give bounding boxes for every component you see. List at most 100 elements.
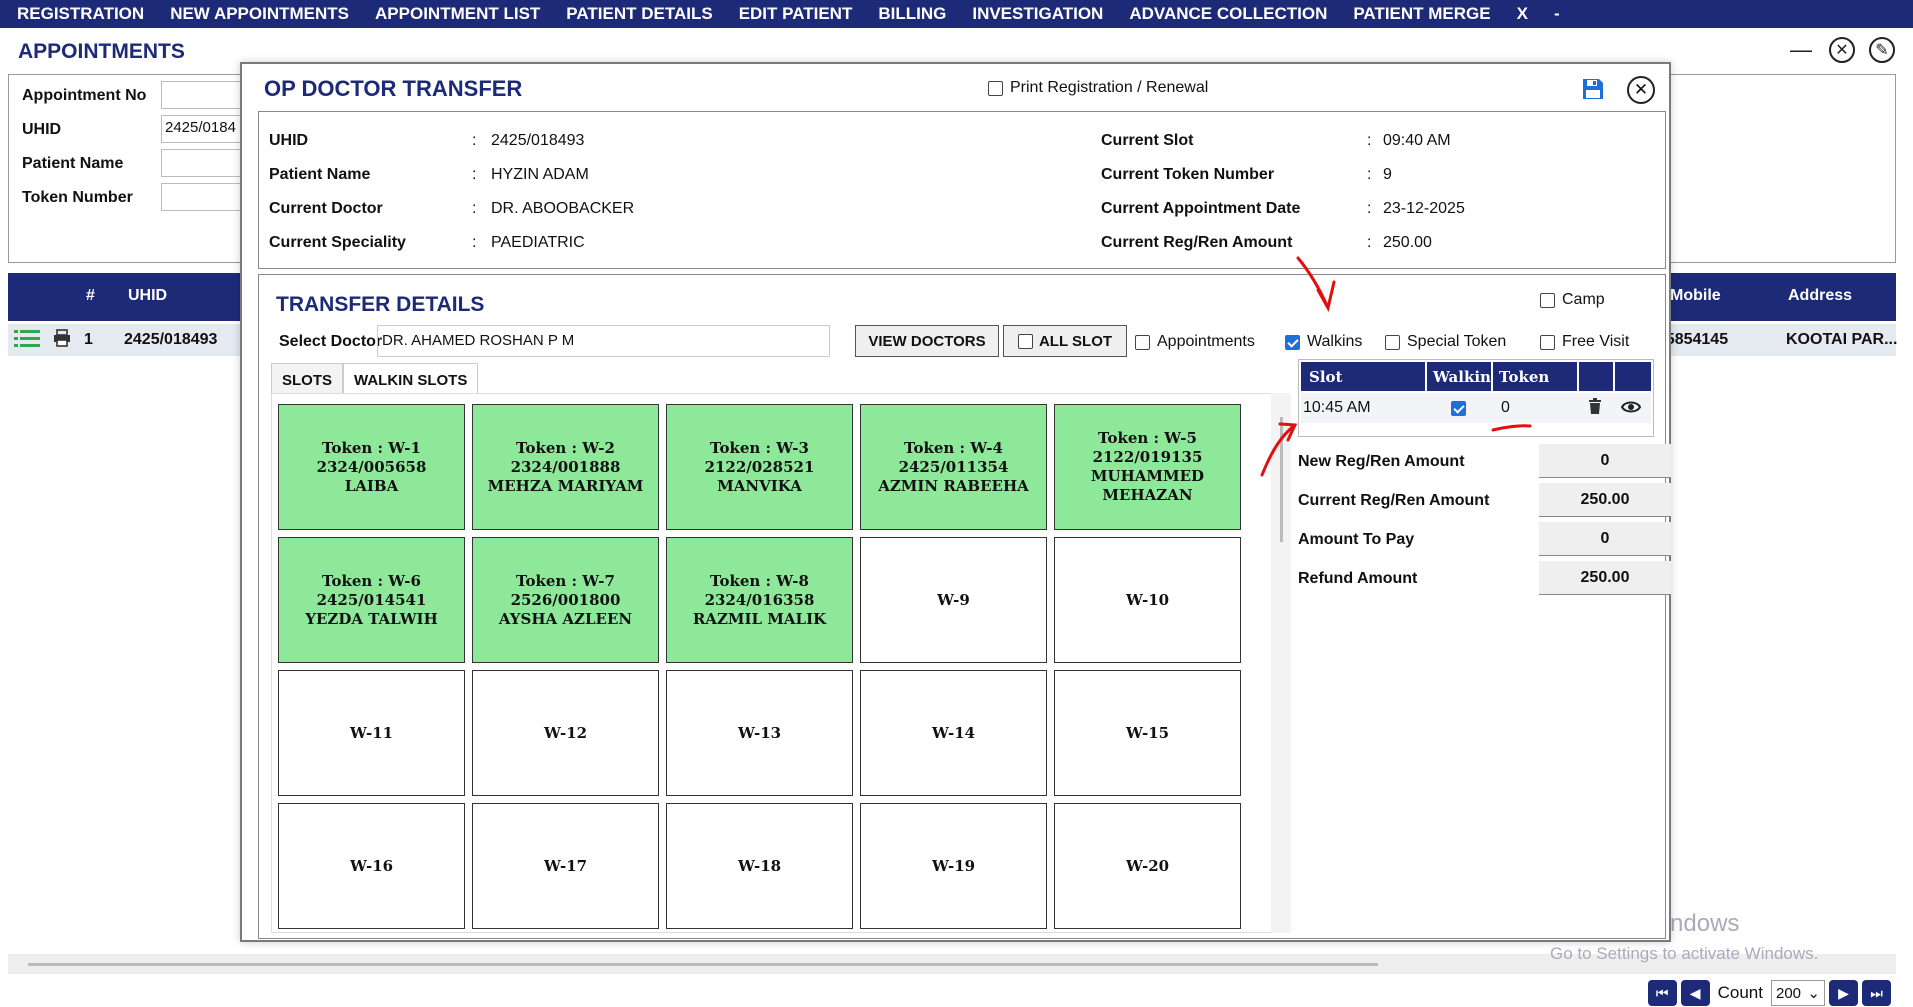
- menu-registration[interactable]: REGISTRATION: [17, 4, 145, 23]
- current-slot-value: 09:40 AM: [1383, 132, 1451, 149]
- walkins-checkbox[interactable]: Walkins: [1285, 333, 1362, 351]
- token-value[interactable]: 0: [1501, 399, 1510, 416]
- refund-amount-value: 250.00: [1539, 561, 1671, 595]
- close-icon[interactable]: ✕: [1627, 76, 1655, 104]
- walkin-slot-tile[interactable]: W-17: [472, 803, 659, 929]
- walkin-slot-tile[interactable]: W-12: [472, 670, 659, 796]
- menu-advance-collection[interactable]: ADVANCE COLLECTION: [1129, 4, 1328, 23]
- all-slot-button[interactable]: ALL SLOT: [1003, 325, 1127, 357]
- trash-icon[interactable]: [1588, 398, 1602, 419]
- menu-close[interactable]: X: [1516, 4, 1528, 23]
- list-icon[interactable]: [14, 328, 40, 355]
- walkin-slot-tile[interactable]: W-9: [860, 537, 1047, 663]
- selected-slot-table: Slot Walkin Token 10:45 AM 0: [1298, 359, 1654, 437]
- menu-appointment-list[interactable]: APPOINTMENT LIST: [375, 4, 541, 23]
- checkbox-box[interactable]: [1451, 401, 1466, 416]
- walkin-slot-tile[interactable]: W-18: [666, 803, 853, 929]
- tab-slots[interactable]: SLOTS: [271, 363, 344, 393]
- walkin-slot-tile[interactable]: Token : W-6 2425/014541 YEZDA TALWIH: [278, 537, 465, 663]
- slot-uhid: 2122/019135: [1092, 448, 1203, 466]
- slot-name: MUHAMMED MEHAZAN: [1090, 467, 1205, 504]
- slot-uhid: 2122/028521: [704, 457, 815, 476]
- walkin-slot-tile[interactable]: Token : W-1 2324/005658 LAIBA: [278, 404, 465, 530]
- prev-page-icon[interactable]: ◀: [1680, 980, 1710, 1006]
- checkbox-box[interactable]: [988, 80, 1003, 96]
- walkin-slot-tile[interactable]: W-16: [278, 803, 465, 929]
- close-icon[interactable]: ✕: [1829, 37, 1855, 63]
- next-page-icon[interactable]: ▶: [1829, 980, 1858, 1006]
- slot-token: Token : W-5: [1098, 429, 1197, 447]
- menu-investigation[interactable]: INVESTIGATION: [972, 4, 1104, 23]
- walkin-checkbox[interactable]: [1451, 401, 1466, 421]
- walkin-slot-tile[interactable]: W-15: [1054, 670, 1241, 796]
- amount-to-pay-label: Amount To Pay: [1298, 531, 1415, 548]
- horizontal-scrollbar[interactable]: [8, 954, 1896, 974]
- checkbox-box[interactable]: [1385, 334, 1400, 350]
- special-token-label: Special Token: [1407, 333, 1507, 350]
- slot-token: Token : W-1: [322, 438, 421, 457]
- walkin-slot-tile[interactable]: Token : W-5 2122/019135 MUHAMMED MEHAZAN: [1054, 404, 1241, 530]
- walkin-slot-tile[interactable]: Token : W-7 2526/001800 AYSHA AZLEEN: [472, 537, 659, 663]
- checkbox-box[interactable]: [1540, 334, 1555, 350]
- slot-token: W-11: [349, 723, 394, 742]
- activation-watermark-text: Go to Settings to activate Windows.: [1550, 944, 1819, 963]
- slot-token: W-10: [1125, 590, 1170, 609]
- walkin-slot-tile[interactable]: Token : W-2 2324/001888 MEHZA MARIYAM: [472, 404, 659, 530]
- slot-name: AZMIN RABEEHA: [878, 476, 1029, 495]
- tab-walkin-slots[interactable]: WALKIN SLOTS: [343, 363, 479, 393]
- uhid-label: UHID: [22, 121, 62, 138]
- save-icon[interactable]: [1582, 78, 1604, 100]
- last-page-icon[interactable]: ⏭: [1862, 980, 1891, 1006]
- slot-time: 10:45 AM: [1303, 399, 1371, 416]
- walkin-slot-tile[interactable]: Token : W-8 2324/016358 RAZMIL MALIK: [666, 537, 853, 663]
- walkin-slots-area: Token : W-1 2324/005658 LAIBA Token : W-2 23…: [271, 393, 1291, 933]
- menu-patient-details[interactable]: PATIENT DETAILS: [566, 4, 713, 23]
- walkin-slot-tile[interactable]: W-14: [860, 670, 1047, 796]
- print-registration-checkbox[interactable]: Print Registration / Renewal: [988, 79, 1208, 97]
- walkin-slot-tile[interactable]: W-11: [278, 670, 465, 796]
- eye-icon[interactable]: [1620, 400, 1642, 419]
- checkbox-box[interactable]: [1540, 292, 1555, 308]
- walkin-slot-tile[interactable]: Token : W-3 2122/028521 MANVIKA: [666, 404, 853, 530]
- col-address: Address: [1788, 287, 1853, 304]
- special-token-checkbox[interactable]: Special Token: [1385, 333, 1506, 351]
- transfer-details-panel: TRANSFER DETAILS Camp Select Doctor DR. …: [258, 274, 1671, 939]
- select-doctor-input[interactable]: DR. AHAMED ROSHAN P M: [377, 325, 830, 357]
- table-row[interactable]: 10:45 AM 0: [1301, 393, 1651, 423]
- current-doctor-value: DR. ABOOBACKER: [491, 200, 635, 217]
- checkbox-box[interactable]: [1135, 334, 1150, 350]
- view-doctors-button[interactable]: VIEW DOCTORS: [855, 325, 999, 357]
- walkin-header: Walkin: [1433, 368, 1491, 386]
- walkin-slot-tile[interactable]: W-20: [1054, 803, 1241, 929]
- slot-uhid: 2324/005658: [316, 457, 427, 476]
- minimize-icon[interactable]: —: [1790, 37, 1812, 62]
- count-select[interactable]: 200 ⌄: [1771, 980, 1825, 1006]
- new-amount-value: 0: [1539, 444, 1671, 478]
- first-page-icon[interactable]: ⏮: [1647, 980, 1677, 1006]
- walkin-slot-tile[interactable]: Token : W-4 2425/011354 AZMIN RABEEHA: [860, 404, 1047, 530]
- appointments-checkbox[interactable]: Appointments: [1135, 333, 1255, 351]
- select-doctor-label: Select Doctor: [279, 333, 383, 350]
- camp-checkbox[interactable]: Camp: [1540, 291, 1605, 309]
- menu-edit-patient[interactable]: EDIT PATIENT: [738, 4, 853, 23]
- menu-new-appointments[interactable]: NEW APPOINTMENTS: [170, 4, 350, 23]
- walkin-slot-tile[interactable]: W-13: [666, 670, 853, 796]
- menu-billing[interactable]: BILLING: [878, 4, 947, 23]
- walkin-slot-tile[interactable]: W-19: [860, 803, 1047, 929]
- pager: ⏮ ◀ Count 200 ⌄ ▶ ⏭: [1647, 980, 1891, 1006]
- checkbox-box[interactable]: [1285, 334, 1300, 350]
- menu-patient-merge[interactable]: PATIENT MERGE: [1353, 4, 1491, 23]
- slot-table-header: Slot Walkin Token: [1301, 362, 1651, 391]
- menu-minimize[interactable]: -: [1553, 4, 1560, 23]
- slot-token: Token : W-7: [516, 571, 615, 590]
- current-appointment-info: UHID : 2425/018493 Patient Name : HYZIN …: [258, 111, 1666, 269]
- token-header: Token: [1499, 368, 1550, 386]
- vertical-scrollbar[interactable]: [1271, 393, 1291, 933]
- free-visit-checkbox[interactable]: Free Visit: [1540, 333, 1629, 351]
- clear-icon[interactable]: ✎: [1869, 37, 1895, 63]
- print-icon[interactable]: [53, 329, 71, 352]
- checkbox-box[interactable]: [1017, 333, 1033, 349]
- top-menu-bar: REGISTRATION NEW APPOINTMENTS APPOINTMEN…: [0, 0, 1913, 28]
- walkin-slot-tile[interactable]: W-10: [1054, 537, 1241, 663]
- slot-token: W-9: [937, 590, 970, 609]
